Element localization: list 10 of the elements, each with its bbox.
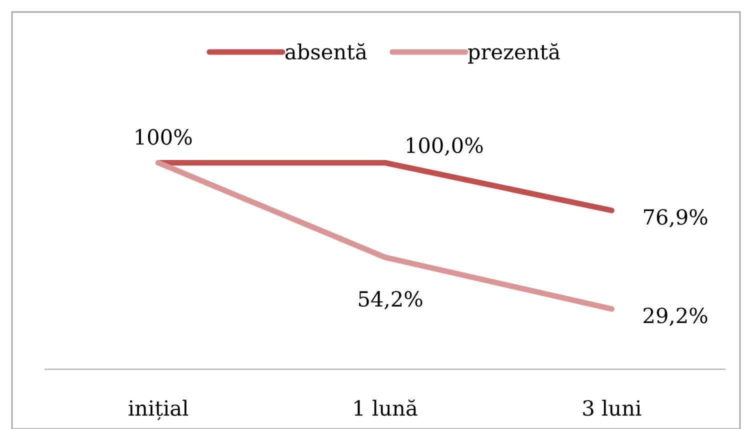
legend-label: prezentă	[468, 43, 560, 64]
x-tick-label: 3 luni	[583, 400, 642, 416]
legend-label: absentă	[285, 43, 367, 60]
data-label: 54,2%	[358, 291, 422, 310]
x-tick-label: inițial	[128, 400, 188, 420]
x-tick-label: 1 lună	[354, 399, 418, 416]
data-label: 29,2%	[644, 308, 708, 326]
data-label: 100,0%	[406, 137, 483, 156]
data-label: 76,9%	[644, 209, 708, 228]
data-label: 100%	[136, 129, 192, 145]
